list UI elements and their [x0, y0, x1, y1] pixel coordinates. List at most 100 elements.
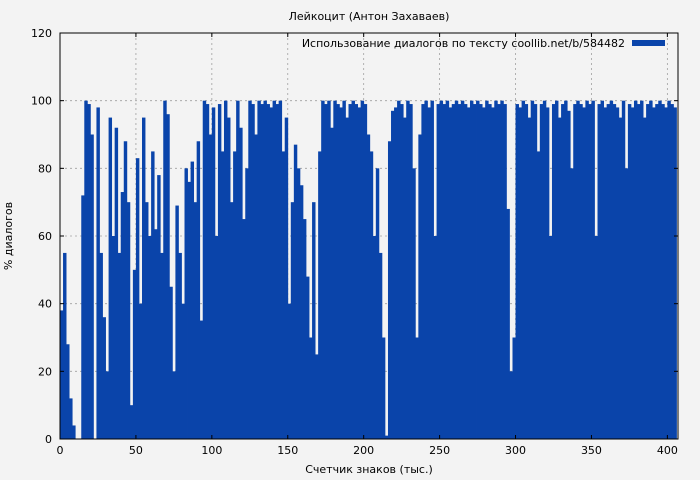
bar [570, 168, 574, 439]
bar [597, 104, 601, 440]
bar [624, 168, 629, 439]
bar [588, 104, 592, 440]
bar [369, 151, 374, 440]
bar [126, 202, 131, 439]
bar [485, 100, 489, 440]
bar [63, 252, 67, 439]
bar [269, 107, 273, 440]
bar [436, 104, 441, 440]
bar [372, 236, 377, 439]
bar [287, 303, 292, 439]
bar [612, 104, 617, 440]
bar [466, 107, 471, 440]
y-tick-label: 120 [31, 27, 52, 40]
bar [469, 100, 474, 440]
axis-ticks: 0 50 100 150 200 250 300 350 400 0 20 40 60 80 100 120 [31, 27, 678, 457]
bar [427, 107, 431, 440]
x-tick-label: 300 [505, 444, 526, 457]
y-tick-label: 0 [45, 433, 52, 446]
bar [545, 107, 550, 440]
bar [600, 100, 604, 440]
bar [421, 104, 425, 440]
bar [260, 104, 264, 440]
bar [463, 104, 468, 440]
bar [160, 252, 164, 439]
bar [214, 236, 219, 439]
bar [558, 117, 562, 439]
bar [655, 104, 659, 440]
bar [293, 144, 298, 439]
bar [527, 117, 532, 439]
bar [69, 398, 73, 439]
bar [275, 104, 280, 440]
bar [579, 104, 583, 440]
x-tick-label: 0 [57, 444, 64, 457]
legend: Использование диалогов по тексту coollib… [302, 37, 665, 50]
bar [163, 100, 167, 440]
bar [536, 151, 541, 440]
bar [551, 104, 556, 440]
bar [384, 435, 389, 439]
bar [345, 117, 349, 439]
bar [378, 252, 383, 439]
bar [233, 151, 237, 440]
bar [324, 104, 328, 440]
bar [533, 104, 538, 440]
bar [208, 134, 213, 439]
bar [220, 151, 225, 440]
bar-series [60, 100, 677, 440]
bar [564, 100, 568, 440]
bar [223, 100, 228, 440]
bar [627, 104, 632, 440]
bar [503, 104, 507, 440]
bar [123, 141, 128, 439]
bar [96, 107, 100, 440]
bar [299, 185, 304, 439]
bar [500, 100, 504, 440]
bar [351, 100, 355, 440]
bar [363, 104, 368, 440]
x-tick-label: 100 [201, 444, 222, 457]
x-tick-label: 400 [657, 444, 678, 457]
bar [430, 100, 434, 440]
bar [236, 100, 240, 440]
bar [175, 205, 179, 439]
bar [129, 405, 134, 439]
bar [148, 236, 152, 439]
bar [360, 100, 365, 440]
bar [375, 168, 380, 439]
bar [309, 337, 313, 439]
bar [640, 100, 644, 440]
bar [84, 100, 88, 440]
bar [99, 252, 103, 439]
bar [567, 110, 571, 439]
bar [594, 236, 598, 439]
x-axis-label: Счетчик знаков (тыс.) [305, 463, 433, 476]
bar [315, 354, 319, 439]
bar [239, 127, 243, 439]
bar [266, 104, 270, 440]
bar [400, 104, 404, 440]
bar [342, 100, 346, 440]
bar [90, 134, 94, 439]
bar [81, 195, 85, 439]
bar [521, 100, 526, 440]
bar [381, 337, 386, 439]
bar [664, 107, 668, 440]
bar [387, 141, 392, 439]
bar [397, 100, 401, 440]
bar [302, 219, 307, 439]
bar [242, 219, 246, 439]
bar [454, 100, 459, 440]
legend-label: Использование диалогов по тексту coollib… [302, 37, 625, 50]
bar [460, 100, 465, 440]
bar [524, 104, 529, 440]
bar [409, 104, 413, 440]
bar [117, 252, 122, 439]
bar [202, 100, 207, 440]
bar [439, 100, 444, 440]
bar [530, 100, 535, 440]
bar [327, 100, 331, 440]
bar [217, 104, 222, 440]
